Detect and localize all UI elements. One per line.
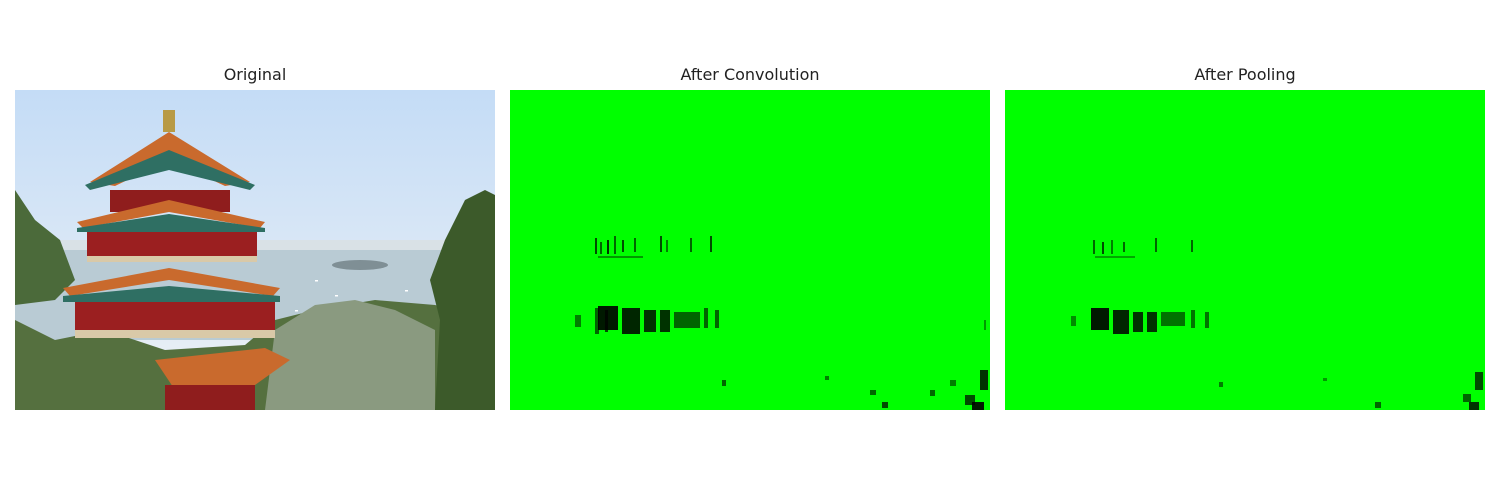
panel-title-original: Original [223, 65, 287, 84]
panel-title-convolution: After Convolution [680, 65, 820, 84]
convolution-feature-map [510, 90, 990, 410]
pooling-feature-map-image [1005, 90, 1485, 410]
pooling-feature-map [1005, 90, 1485, 410]
original-photo [15, 90, 495, 410]
panel-title-pooling: After Pooling [1194, 65, 1296, 84]
pagoda-drawing [63, 110, 290, 410]
convolution-feature-map-image [510, 90, 990, 410]
pagoda-photo-illustration [15, 90, 495, 410]
